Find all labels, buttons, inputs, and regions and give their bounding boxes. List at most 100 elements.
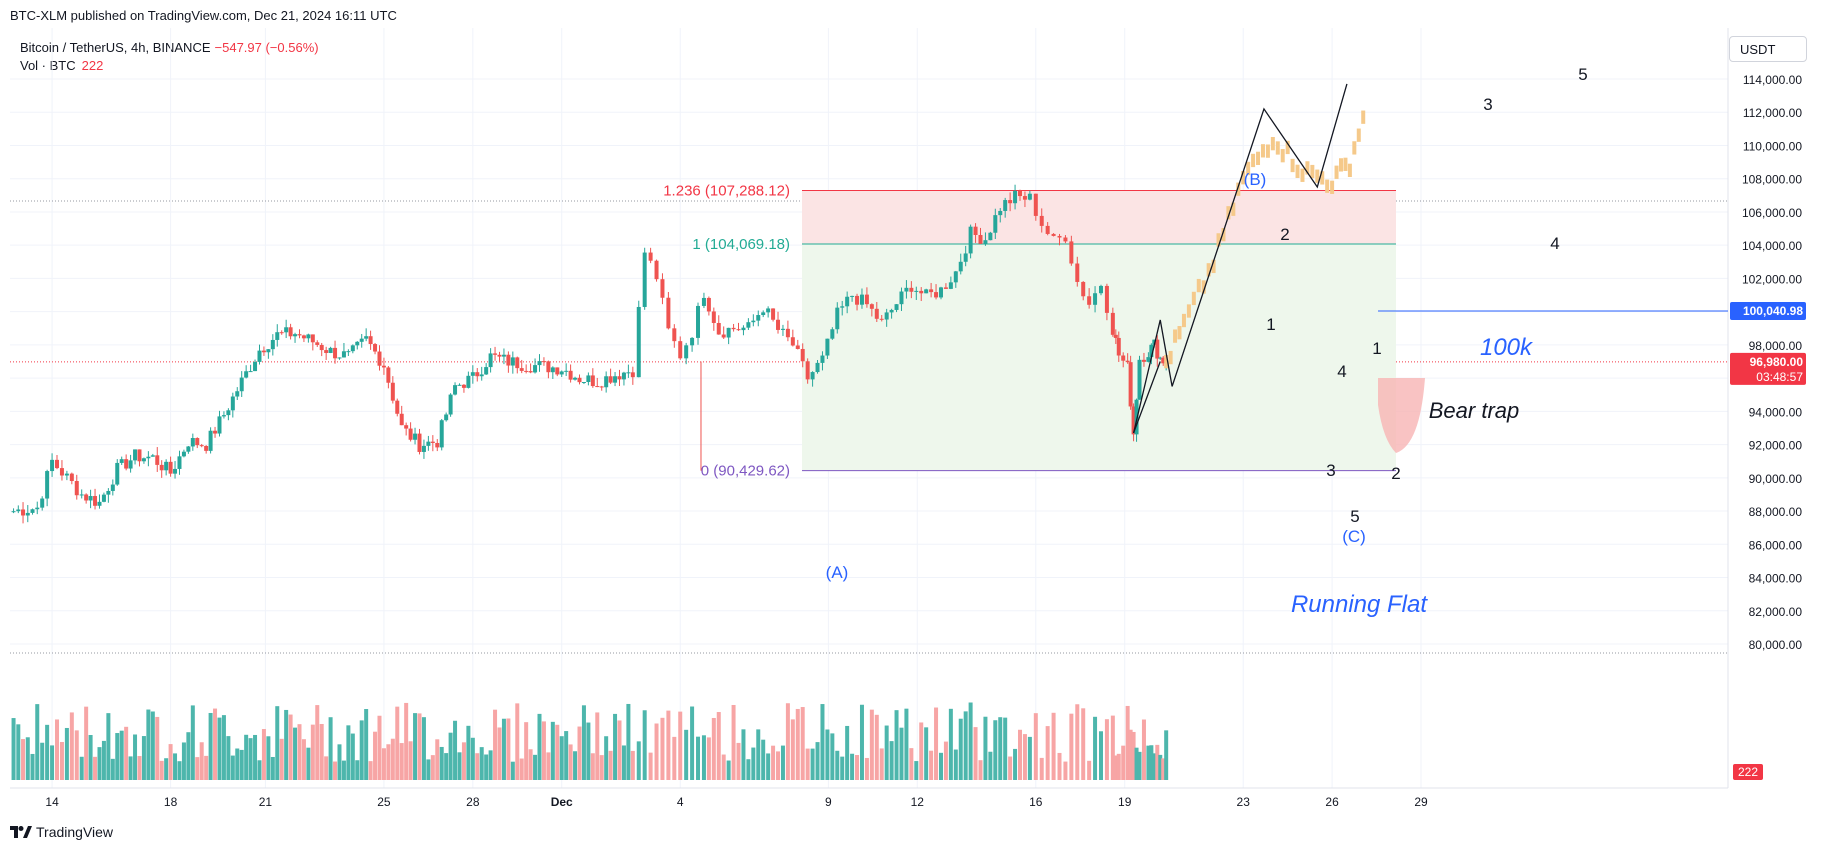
candle-body	[761, 312, 766, 316]
volume-bar	[45, 724, 50, 780]
volume-bar	[55, 719, 60, 780]
price-axis[interactable]: 80,000.00 82,000.00 84,000.00 86,000.00 88,0…	[1730, 73, 1806, 780]
candle-body	[642, 252, 647, 307]
projection-candle	[1315, 169, 1320, 183]
annotation-wave-letter: (C)	[1342, 527, 1366, 546]
volume-bar	[948, 708, 953, 780]
candle-body	[217, 416, 222, 434]
candle-body	[1161, 357, 1166, 364]
candle-body	[119, 459, 124, 463]
candle-body	[293, 334, 298, 337]
symbol-name[interactable]: Bitcoin / TetherUS, 4h, BINANCE	[20, 40, 211, 55]
volume-bar	[155, 716, 160, 780]
price-tick-label: 114,000.00	[1743, 73, 1802, 87]
candle-body	[341, 351, 346, 358]
volume-bar	[820, 704, 825, 780]
volume-bar	[840, 756, 845, 780]
candle-body	[672, 328, 677, 342]
candle-body	[953, 271, 958, 283]
candle-body	[1128, 362, 1133, 407]
candle-body	[810, 372, 815, 380]
candle-body	[800, 348, 805, 362]
volume-bar	[301, 739, 306, 780]
candle-body	[604, 376, 609, 388]
volume-bar	[297, 724, 302, 780]
volume-bar	[884, 725, 889, 780]
volume-bar	[470, 737, 475, 780]
candle-body	[840, 306, 845, 308]
volume-bar	[501, 718, 506, 780]
candle-body	[159, 464, 164, 471]
candle-body	[756, 315, 761, 321]
projection-candle	[1236, 182, 1241, 196]
candle-body	[297, 334, 302, 336]
volume-value: 222	[81, 58, 104, 73]
candle-body	[137, 449, 142, 462]
price-tick-label: 110,000.00	[1743, 139, 1802, 153]
price-tag-bg	[1730, 301, 1806, 320]
candle-body	[780, 328, 785, 330]
candle-body	[1116, 337, 1121, 356]
volume-bar	[119, 730, 124, 780]
volume-bar	[599, 755, 604, 780]
candle-body	[948, 282, 953, 289]
candle-body	[590, 375, 595, 387]
volume-bar	[239, 749, 244, 780]
fib-level-label: 1.236 (107,288.12)	[663, 183, 790, 200]
volume-bar	[721, 754, 726, 780]
candle-body	[524, 370, 529, 372]
symbol-legend[interactable]: Bitcoin / TetherUS, 4h, BINANCE −547.97 (…	[20, 40, 319, 55]
volume-legend[interactable]: Vol · BTC 222	[20, 58, 103, 73]
volume-bar	[1149, 745, 1154, 780]
volume-bar	[97, 747, 102, 780]
candle-body	[275, 332, 280, 340]
volume-bar	[541, 721, 546, 780]
projection-candle	[1347, 163, 1352, 177]
volume-bar	[213, 708, 218, 780]
projection-candle	[1177, 326, 1182, 340]
time-tick-label: 19	[1118, 795, 1132, 809]
volume-bar	[1069, 713, 1074, 780]
volume-bar	[835, 750, 840, 780]
volume-bar	[1152, 753, 1157, 780]
volume-bar	[417, 713, 422, 780]
volume-bar	[426, 759, 431, 780]
tradingview-footer[interactable]: TradingView	[10, 824, 113, 840]
candle-body	[146, 456, 151, 459]
volume-bar	[230, 755, 235, 780]
annotation-wave-num: 4	[1337, 362, 1346, 381]
candle-body	[515, 357, 520, 369]
candle-body	[421, 445, 426, 452]
candle-body	[1137, 359, 1142, 400]
projection-candle	[1201, 280, 1206, 294]
candle-body	[155, 455, 160, 465]
candle-body	[164, 461, 169, 471]
projection-candle	[1206, 263, 1211, 277]
projection-candle	[1173, 329, 1178, 343]
candle-body	[461, 384, 466, 388]
volume-bar	[696, 736, 701, 780]
candle-body	[310, 334, 315, 343]
price-tag-bg	[1730, 352, 1806, 385]
currency-button[interactable]: USDT	[1729, 36, 1807, 62]
time-axis[interactable]: 14 18 21 25 28 Dec 4 9 12 16 19 23 26 29	[45, 795, 1428, 809]
volume-bar	[310, 724, 315, 780]
volume-bar	[1087, 760, 1092, 780]
projection-candle	[1334, 165, 1339, 179]
volume-bar	[253, 734, 258, 780]
candle-body	[904, 287, 909, 292]
chart-annotations: (A) (B) (C) 1 2 3 4 5 1 2 3 4 5 100k Bear trap Running …	[826, 65, 1588, 618]
candle-body	[1134, 399, 1139, 435]
candle-body	[64, 473, 69, 476]
candle-body	[55, 459, 60, 469]
price-tick-label: 90,000.00	[1749, 472, 1803, 486]
projection-candle	[1280, 149, 1285, 163]
price-tick-label: 112,000.00	[1743, 106, 1802, 120]
volume-bar	[439, 746, 444, 780]
candle-body	[874, 308, 879, 319]
volume-bar	[266, 736, 271, 780]
candle-body	[395, 400, 400, 414]
projection-candle	[1221, 227, 1226, 242]
candle-body	[835, 307, 840, 330]
